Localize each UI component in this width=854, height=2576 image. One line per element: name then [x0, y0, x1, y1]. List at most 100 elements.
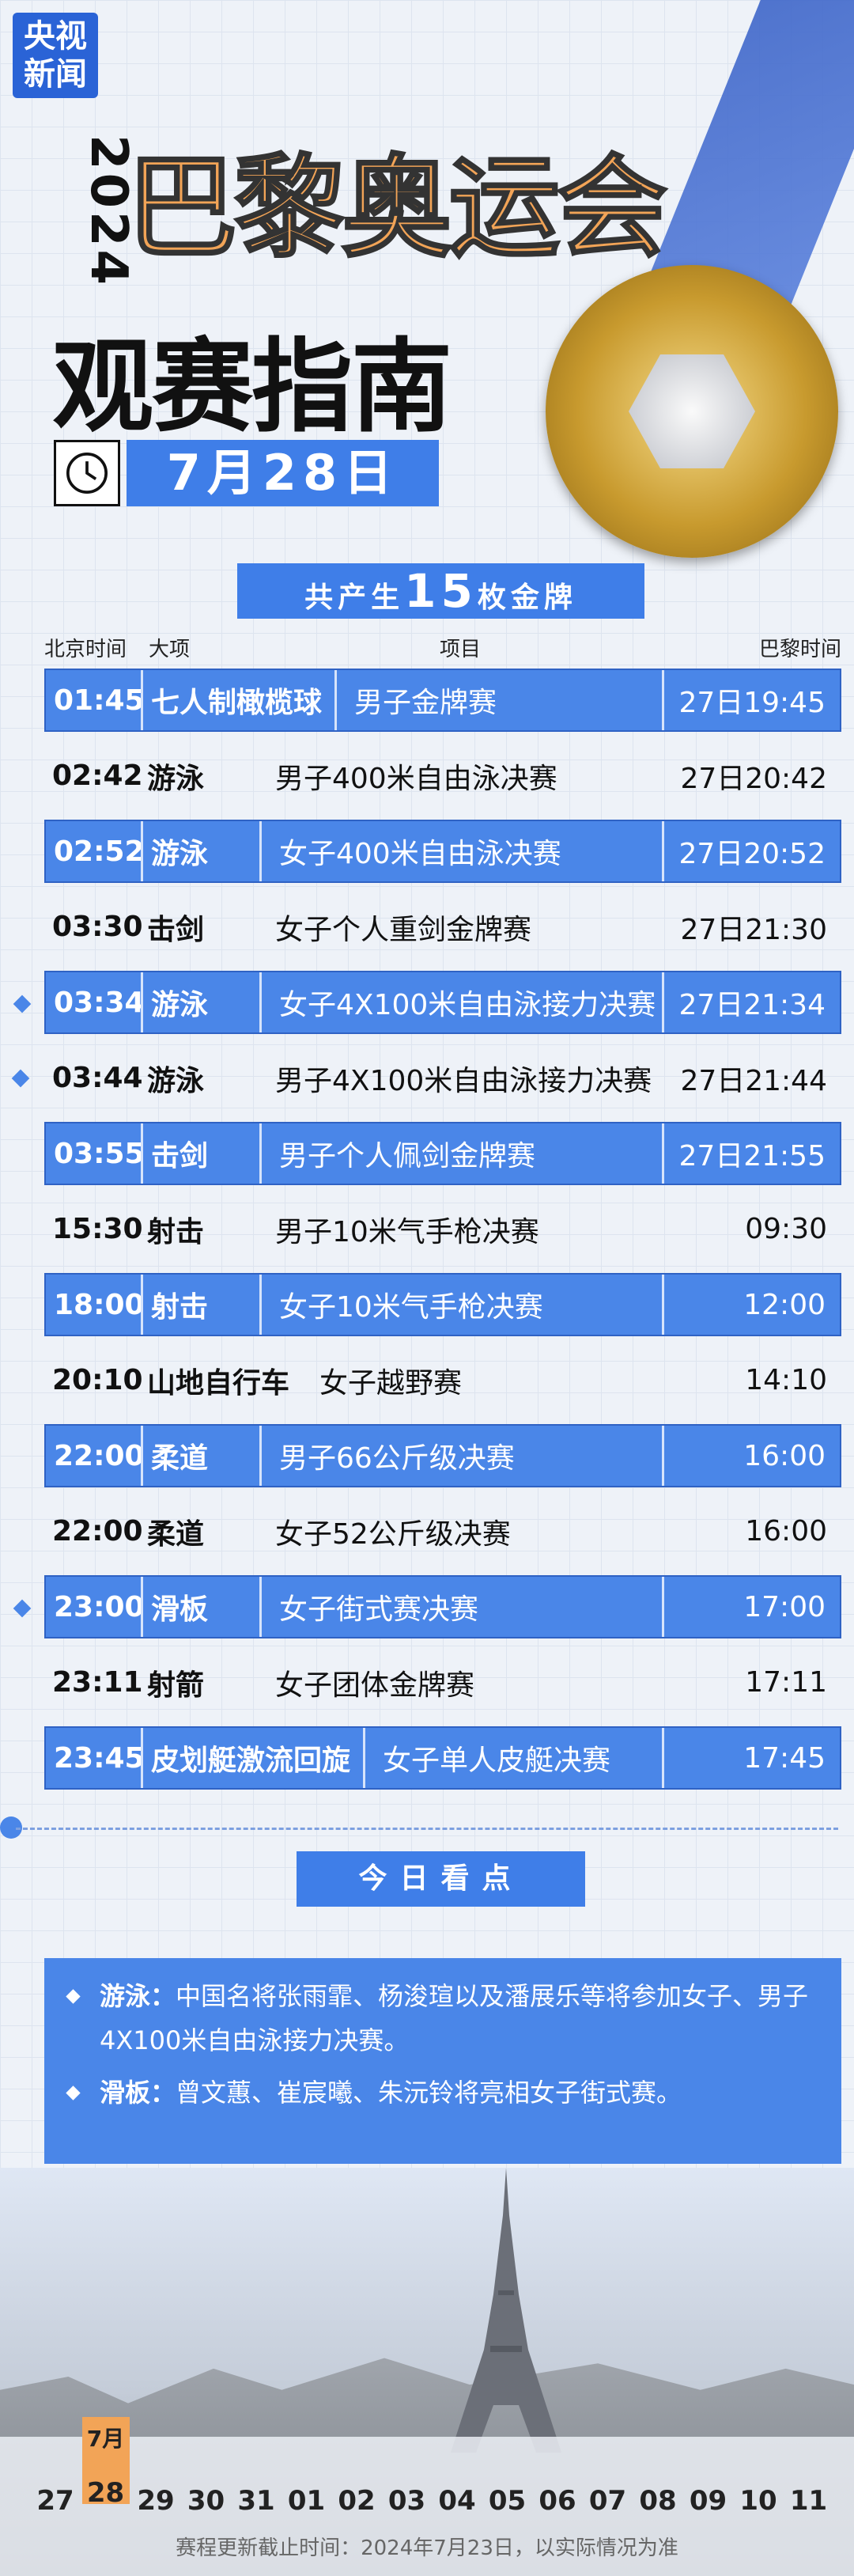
highlight-item: 游泳：中国名将张雨霏、杨浚瑄以及潘展乐等将参加女子、男子4X100米自由泳接力决… — [100, 1974, 821, 2063]
date: 7月28日 — [127, 440, 439, 506]
beijing-time: 03:55 — [54, 1137, 145, 1170]
day-label: 02 — [338, 2485, 376, 2517]
paris-time: 17:45 — [662, 1728, 840, 1788]
medal — [546, 265, 838, 558]
medal-count: 共产生15枚金牌 — [237, 563, 644, 619]
paris-time: 16:00 — [662, 1426, 840, 1486]
paris-time: 27日20:52 — [662, 821, 840, 881]
calendar-day: 06 — [534, 2449, 581, 2518]
schedule-row: 22:00 柔道 男子66公斤级决赛 16:00 — [44, 1424, 841, 1487]
calendar-day: 7月 28 — [81, 2417, 130, 2509]
sport: 射击 — [147, 1215, 205, 1248]
schedule-row: 22:00 柔道 女子52公斤级决赛 16:00 — [44, 1500, 841, 1563]
calendar-day: 04 — [433, 2449, 481, 2518]
schedule-row: 20:10 山地自行车 女子越野赛 14:10 — [44, 1349, 841, 1412]
day-label: 10 — [739, 2485, 777, 2517]
beijing-time: 22:00 — [54, 1439, 145, 1472]
day-label: 05 — [488, 2485, 527, 2517]
beijing-time: 02:52 — [54, 835, 145, 868]
paris-time: 27日21:34 — [662, 972, 840, 1032]
highlight-item: 滑板：曾文蕙、崔宸曦、朱沅铃将亮相女子街式赛。 — [100, 2070, 821, 2115]
beijing-time: 22:00 — [52, 1515, 143, 1547]
paris-time: 16:00 — [745, 1515, 827, 1547]
schedule-row: 03:44 游泳 男子4X100米自由泳接力决赛 27日21:44 — [11, 1047, 841, 1110]
calendar-day: 31 — [232, 2449, 280, 2518]
day-label: 08 — [639, 2485, 677, 2517]
day-label: 29 — [137, 2485, 175, 2517]
clock-icon — [54, 440, 120, 506]
event: 女子52公斤级决赛 — [275, 1517, 511, 1551]
day-label: 11 — [789, 2485, 828, 2517]
column-header: 项目 — [440, 638, 482, 661]
highlight-label: 滑板： — [100, 2078, 176, 2108]
day-label: 09 — [689, 2485, 727, 2517]
column-headers: 北京时间 大项 项目 巴黎时间 — [44, 633, 841, 665]
paris-time: 14:10 — [745, 1364, 827, 1396]
event: 男子400米自由泳决赛 — [275, 762, 557, 795]
event: 女子越野赛 — [319, 1366, 463, 1400]
schedule-row: 23:11 射箭 女子团体金牌赛 17:11 — [44, 1651, 841, 1714]
highlight-text: 曾文蕙、崔宸曦、朱沅铃将亮相女子街式赛。 — [176, 2078, 682, 2108]
event: 女子4X100米自由泳接力决赛 — [259, 972, 662, 1032]
day-label: 07 — [588, 2485, 627, 2517]
day-label: 04 — [438, 2485, 476, 2517]
calendar-day: 09 — [685, 2449, 732, 2518]
sport: 山地自行车 — [147, 1366, 290, 1400]
sport: 游泳 — [141, 972, 259, 1032]
sport: 射击 — [141, 1275, 259, 1335]
paris-time: 27日19:45 — [662, 670, 840, 730]
footer: 赛程更新截止时间：2024年7月23日，以实际情况为准 — [176, 2536, 678, 2560]
schedule-row: 18:00 射击 女子10米气手枪决赛 12:00 — [44, 1273, 841, 1336]
schedule-row: 03:55 击剑 男子个人佩剑金牌赛 27日21:55 — [44, 1122, 841, 1185]
beijing-time: 15:30 — [52, 1213, 143, 1245]
title: 巴黎奥运会 — [125, 143, 668, 275]
event: 女子街式赛决赛 — [259, 1577, 662, 1637]
logo-text: 央视 — [24, 18, 87, 55]
sport: 游泳 — [141, 821, 259, 881]
beijing-time: 23:45 — [54, 1741, 145, 1775]
event: 女子团体金牌赛 — [275, 1669, 475, 1702]
schedule-row: 01:45 七人制橄榄球 男子金牌赛 27日19:45 — [44, 669, 841, 732]
paris-time: 27日21:44 — [680, 1064, 827, 1097]
day-label: 28 — [86, 2477, 125, 2509]
sport: 击剑 — [141, 1123, 259, 1184]
event: 女子个人重剑金牌赛 — [275, 913, 532, 946]
highlight-text: 中国名将张雨霏、杨浚瑄以及潘展乐等将参加女子、男子4X100米自由泳接力决赛。 — [100, 1981, 809, 2055]
calendar-day: 27 — [32, 2449, 79, 2518]
sport: 皮划艇激流回旋 — [141, 1728, 363, 1788]
calendar-day: 07 — [584, 2449, 632, 2518]
calendar-day: 05 — [484, 2449, 531, 2518]
paris-time: 12:00 — [662, 1275, 840, 1335]
event: 男子4X100米自由泳接力决赛 — [275, 1064, 652, 1097]
calendar-day: 30 — [183, 2449, 230, 2518]
divider — [16, 1828, 838, 1830]
beijing-time: 23:00 — [54, 1590, 145, 1623]
sport: 游泳 — [147, 1064, 205, 1097]
event: 男子66公斤级决赛 — [259, 1426, 662, 1486]
marker — [11, 1069, 30, 1087]
sport: 射箭 — [147, 1669, 205, 1702]
event: 女子单人皮艇决赛 — [363, 1728, 662, 1788]
calendar-day: 29 — [132, 2449, 179, 2518]
logo: 央视 新闻 — [13, 13, 98, 98]
event: 女子400米自由泳决赛 — [259, 821, 662, 881]
marker — [13, 994, 32, 1013]
count: 15 — [404, 564, 478, 618]
highlights: 游泳：中国名将张雨霏、杨浚瑄以及潘展乐等将参加女子、男子4X100米自由泳接力决… — [44, 1958, 841, 2164]
calendar-day: 01 — [283, 2449, 331, 2518]
beijing-time: 03:30 — [52, 911, 143, 943]
event: 女子10米气手枪决赛 — [259, 1275, 662, 1335]
marker — [13, 1599, 32, 1618]
beijing-time: 18:00 — [54, 1288, 145, 1321]
paris-time: 27日21:30 — [680, 913, 827, 946]
day-label: 03 — [387, 2485, 426, 2517]
beijing-time: 02:42 — [52, 760, 143, 792]
calendar-month: 7月 — [86, 2426, 125, 2452]
beijing-time: 03:44 — [52, 1062, 143, 1094]
day-label: 31 — [237, 2485, 275, 2517]
calendar-day: 03 — [384, 2449, 431, 2518]
calendar-day: 10 — [735, 2449, 782, 2518]
day-label: 27 — [36, 2485, 74, 2517]
logo-text: 新闻 — [24, 56, 87, 93]
